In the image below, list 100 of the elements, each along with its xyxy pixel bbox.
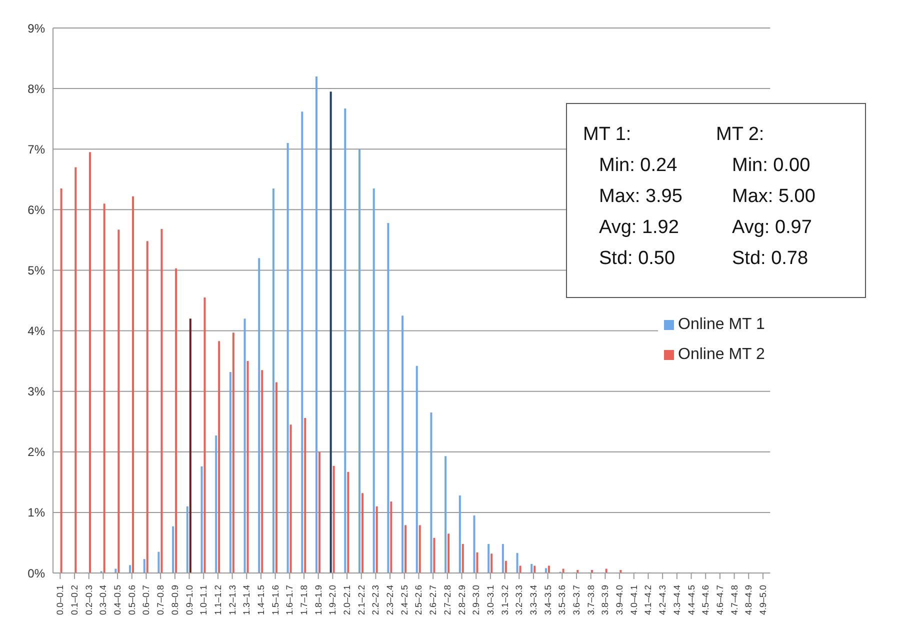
bar xyxy=(390,502,392,573)
x-tick-label: 4.5–4.6 xyxy=(700,585,711,616)
bar xyxy=(402,316,404,573)
x-tick-label: 3.2–3.3 xyxy=(514,585,524,616)
x-tick-label: 2.1–2.2 xyxy=(356,585,366,616)
x-tick-label: 3.7–3.8 xyxy=(586,585,596,616)
x-tick-label: 4.7–4.8 xyxy=(729,585,740,616)
x-tick-label: 1.0–1.1 xyxy=(198,585,209,616)
x-tick-label: 3.3–3.4 xyxy=(528,585,538,616)
x-tick-label: 2.3–2.4 xyxy=(385,585,396,616)
bar xyxy=(215,436,218,573)
x-tick-label: 4.6–4.7 xyxy=(714,585,725,616)
annotation: MT 1: xyxy=(583,124,632,147)
x-tick-label: 1.1–1.2 xyxy=(212,585,223,616)
bar xyxy=(548,566,550,573)
bar xyxy=(418,525,421,573)
x-tick-label: 3.0–3.1 xyxy=(485,585,496,616)
x-tick-label: 0.7–0.8 xyxy=(156,585,166,616)
bar xyxy=(290,424,292,573)
y-tick-label: 5% xyxy=(28,263,46,278)
y-tick-label: 0% xyxy=(28,566,46,580)
bar xyxy=(534,566,536,573)
x-tick-label: 1.2–1.3 xyxy=(227,585,238,616)
bar xyxy=(132,196,134,573)
x-tick-label: 0.4–0.5 xyxy=(112,585,123,616)
bar xyxy=(204,297,206,573)
bar xyxy=(488,544,490,573)
bar xyxy=(175,268,178,573)
x-tick-label: 2.6–2.7 xyxy=(428,585,438,616)
x-tick-label: 0.9–1.0 xyxy=(184,585,194,616)
x-tick-label: 0.2–0.3 xyxy=(84,585,94,616)
bar xyxy=(332,466,335,573)
annotation: MT 2: xyxy=(716,124,766,147)
bar xyxy=(315,76,318,573)
x-tick-label: 3.1–3.2 xyxy=(500,585,510,616)
bar xyxy=(186,506,188,573)
bar xyxy=(476,552,478,573)
y-tick-label: 8% xyxy=(28,82,46,96)
y-tick-label: 7% xyxy=(28,142,46,156)
bar xyxy=(430,412,432,573)
x-tick-label: 2.2–2.3 xyxy=(370,585,381,616)
x-tick-label: 3.9–4.0 xyxy=(614,585,625,616)
x-tick-label: 2.9–3.0 xyxy=(471,585,482,616)
x-tick-label: 0.3–0.4 xyxy=(98,585,108,616)
x-tick-label: 1.8–1.9 xyxy=(313,585,324,616)
bar xyxy=(318,452,320,573)
bar xyxy=(258,258,260,573)
bar xyxy=(304,418,306,573)
bar xyxy=(232,332,234,573)
x-tick-label: 4.3–4.4 xyxy=(672,585,682,616)
bar xyxy=(88,152,91,573)
bar xyxy=(530,564,533,573)
bar xyxy=(218,341,220,573)
bar xyxy=(473,515,476,573)
bar xyxy=(372,188,375,573)
x-tick-label: 3.5–3.6 xyxy=(557,585,568,616)
bar xyxy=(189,318,192,573)
bar xyxy=(344,108,346,573)
x-tick-label: 4.4–4.5 xyxy=(686,585,696,616)
x-tick-label: 0.5–0.6 xyxy=(126,585,137,616)
bar xyxy=(200,466,203,573)
x-tick-label: 4.9–5.0 xyxy=(758,585,768,616)
bar xyxy=(143,559,146,573)
annotation: Std: 0.78 xyxy=(731,248,810,271)
y-tick-label: 4% xyxy=(28,324,46,338)
bar xyxy=(504,560,507,573)
bar xyxy=(118,230,120,573)
bar xyxy=(60,188,62,573)
legend-label: Online MT 1 xyxy=(678,316,765,333)
x-tick-label: 0.1–0.2 xyxy=(70,585,80,616)
bar xyxy=(146,241,148,573)
y-tick-label: 9% xyxy=(28,21,46,36)
x-tick-label: 2.8–2.9 xyxy=(456,585,467,616)
bar xyxy=(404,525,407,573)
x-tick-label: 2.0–2.1 xyxy=(342,585,352,616)
y-tick-label: 3% xyxy=(28,384,46,399)
bar xyxy=(272,188,274,573)
bar xyxy=(448,534,450,573)
bar xyxy=(103,204,106,573)
legend-label: Online MT 2 xyxy=(678,346,765,363)
bar xyxy=(172,526,174,573)
x-tick-label: 2.7–2.8 xyxy=(442,585,452,616)
annotation: Avg: 0.97 xyxy=(731,217,813,240)
x-tick-label: 3.4–3.5 xyxy=(542,585,553,616)
y-tick-label: 2% xyxy=(28,445,46,460)
bar xyxy=(275,382,278,573)
bar xyxy=(516,553,518,573)
x-tick-label: 1.9–2.0 xyxy=(328,585,338,616)
annotation: Max: 5.00 xyxy=(731,186,816,209)
bar xyxy=(376,506,378,573)
x-tick-label: 3.6–3.7 xyxy=(572,585,582,616)
x-tick-label: 0.0–0.1 xyxy=(55,585,66,616)
x-tick-label: 3.8–3.9 xyxy=(600,585,610,616)
bar xyxy=(458,495,461,573)
bar xyxy=(301,112,304,573)
x-tick-label: 4.0–4.1 xyxy=(628,585,639,616)
x-tick-label: 1.6–1.7 xyxy=(284,585,295,616)
bar xyxy=(544,568,547,573)
annotation: Min: 0.24 xyxy=(598,155,678,178)
bar xyxy=(347,472,350,573)
